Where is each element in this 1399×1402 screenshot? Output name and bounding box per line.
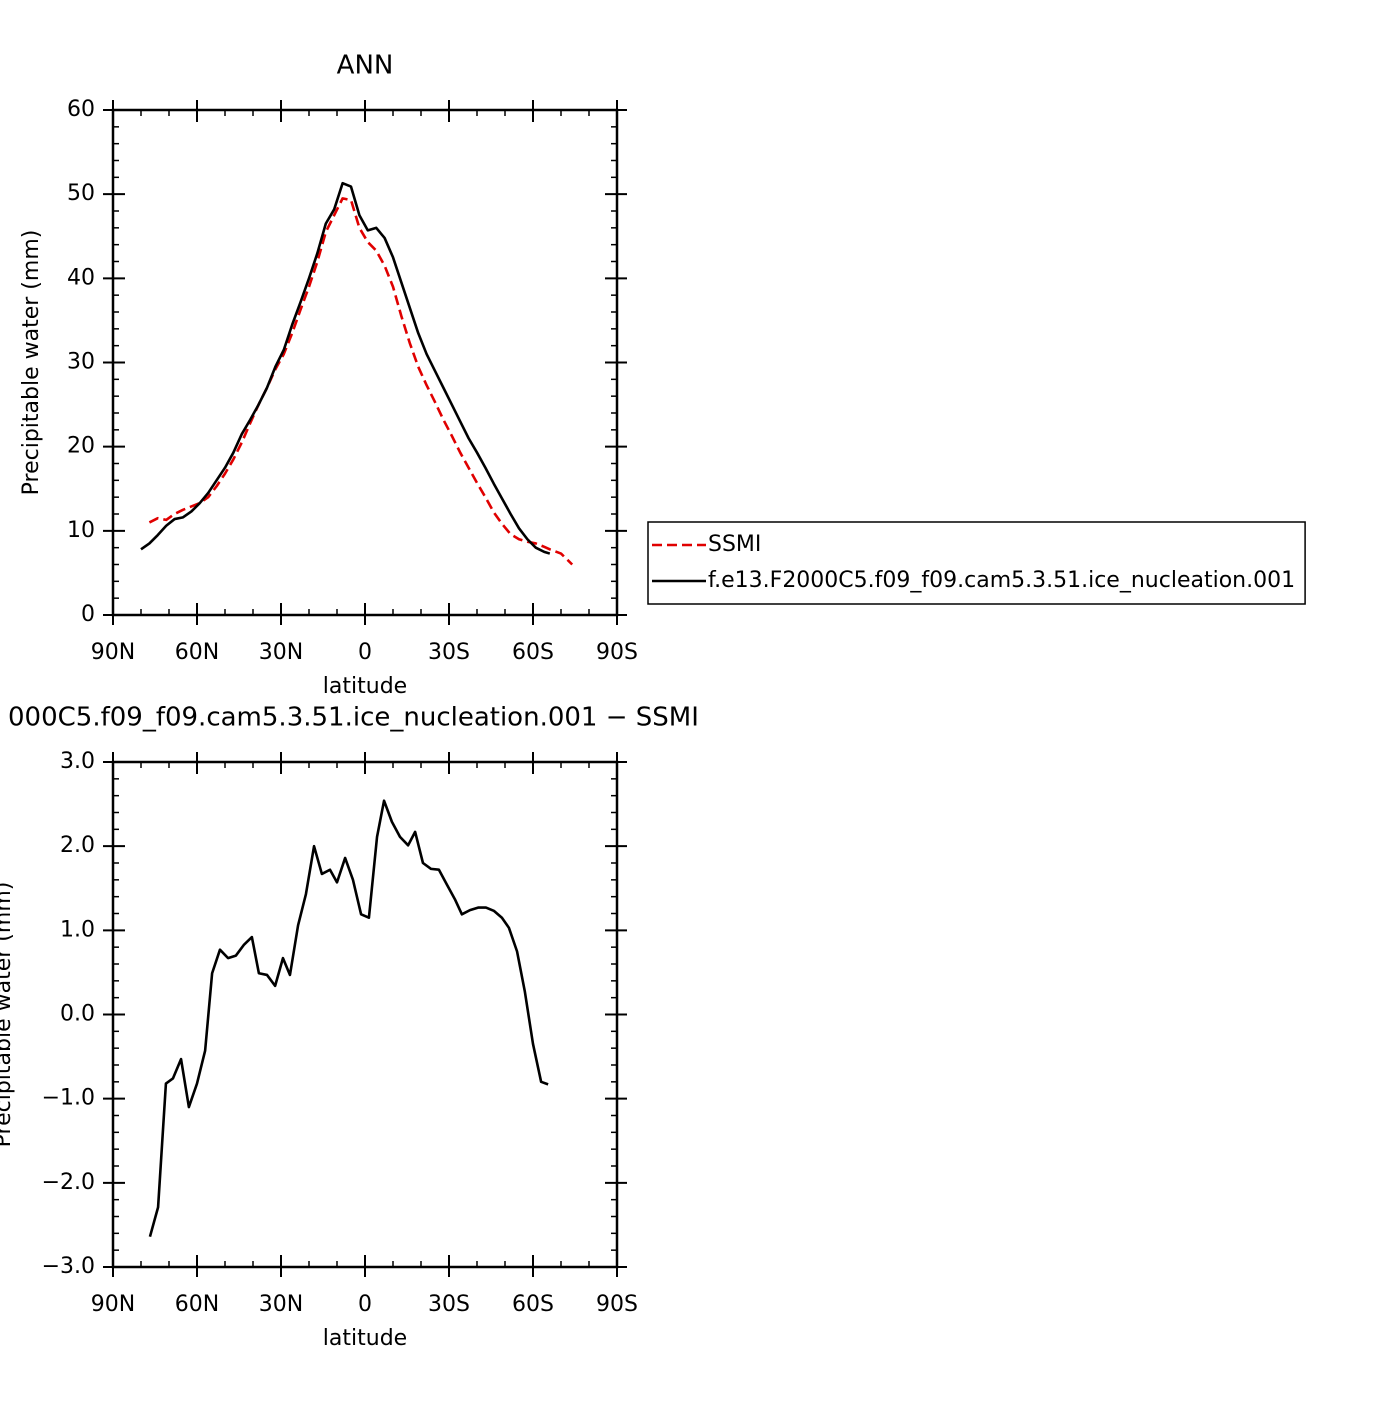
y-tick-label: −3.0: [42, 1254, 95, 1279]
x-tick-label: 90N: [91, 1292, 135, 1317]
x-tick-label: 90S: [596, 640, 638, 665]
x-tick-label: 30S: [428, 1292, 470, 1317]
plot-frame: [111, 108, 619, 617]
panel: 000C5.f09_f09.cam5.3.51.ice_nucleation.0…: [0, 703, 699, 1352]
y-tick-label: 40: [67, 265, 95, 290]
y-axis-label: Precipitable water (mm): [0, 882, 16, 1148]
y-tick-label: 0: [81, 602, 95, 627]
x-tick-label: 60N: [175, 640, 219, 665]
x-tick-label: 60S: [512, 640, 554, 665]
x-tick-label: 60N: [175, 1292, 219, 1317]
chart-title: ANN: [337, 51, 394, 81]
data-line: [148, 197, 574, 566]
x-axis-label: latitude: [323, 1326, 407, 1351]
y-tick-label: 10: [67, 518, 95, 543]
y-tick-label: −2.0: [42, 1170, 95, 1195]
y-tick-label: 0.0: [60, 1002, 95, 1027]
y-tick-label: 60: [67, 97, 95, 122]
legend: SSMI f.e13.F2000C5.f09_f09.cam5.3.51.ice_…: [647, 521, 1306, 605]
data-line: [140, 181, 551, 555]
x-tick-label: 60S: [512, 1292, 554, 1317]
legend-label: SSMI: [708, 532, 761, 557]
y-tick-label: 20: [67, 434, 95, 459]
y-tick-label: 2.0: [60, 833, 95, 858]
legend-label: f.e13.F2000C5.f09_f09.cam5.3.51.ice_nucl…: [708, 568, 1295, 593]
x-tick-label: 0: [358, 1292, 372, 1317]
y-tick-label: 50: [67, 181, 95, 206]
x-tick-label: 90S: [596, 1292, 638, 1317]
y-tick-label: 1.0: [60, 917, 95, 942]
data-line: [148, 799, 549, 1238]
x-tick-label: 30N: [259, 1292, 303, 1317]
y-tick-label: 30: [67, 350, 95, 375]
y-tick-label: −1.0: [42, 1086, 95, 1111]
x-axis-label: latitude: [323, 674, 407, 699]
x-tick-label: 0: [358, 640, 372, 665]
x-tick-label: 90N: [91, 640, 135, 665]
plot-frame: [111, 760, 619, 1269]
chart-title: 000C5.f09_f09.cam5.3.51.ice_nucleation.0…: [8, 703, 699, 733]
y-axis-label: Precipitable water (mm): [19, 230, 44, 496]
y-tick-label: 3.0: [60, 749, 95, 774]
legend-box: [647, 521, 1306, 605]
x-tick-label: 30S: [428, 640, 470, 665]
x-tick-label: 30N: [259, 640, 303, 665]
panel: ANN latitude Precipitable water (mm) 0 10 20 3…: [19, 51, 1306, 699]
